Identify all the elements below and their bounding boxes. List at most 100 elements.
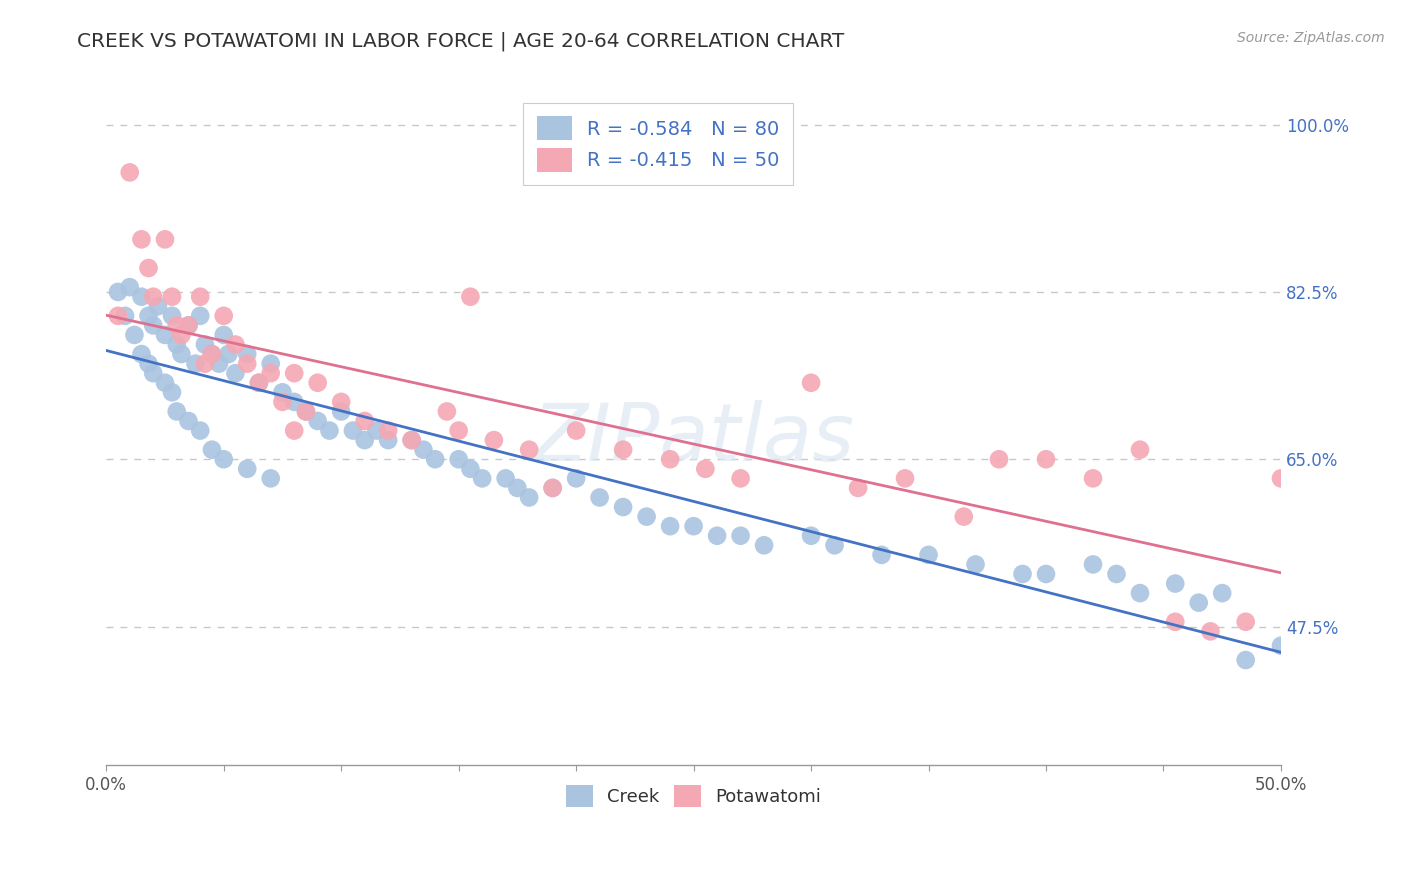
Point bbox=[166, 318, 188, 333]
Point bbox=[447, 424, 470, 438]
Point bbox=[342, 424, 364, 438]
Point bbox=[541, 481, 564, 495]
Point bbox=[194, 357, 217, 371]
Point bbox=[1188, 596, 1211, 610]
Point bbox=[1164, 576, 1187, 591]
Point bbox=[1105, 566, 1128, 581]
Point bbox=[201, 347, 224, 361]
Point bbox=[1234, 653, 1257, 667]
Point bbox=[283, 424, 305, 438]
Point bbox=[565, 424, 588, 438]
Point bbox=[495, 471, 517, 485]
Point bbox=[236, 462, 259, 476]
Point bbox=[283, 395, 305, 409]
Point bbox=[170, 328, 193, 343]
Point bbox=[247, 376, 270, 390]
Point bbox=[142, 290, 165, 304]
Point bbox=[131, 347, 153, 361]
Text: ZIPatlas: ZIPatlas bbox=[533, 401, 855, 478]
Point bbox=[318, 424, 340, 438]
Point bbox=[752, 538, 775, 552]
Point bbox=[824, 538, 846, 552]
Point bbox=[224, 366, 246, 380]
Point bbox=[517, 442, 540, 457]
Point bbox=[283, 366, 305, 380]
Point bbox=[271, 395, 294, 409]
Point bbox=[307, 376, 329, 390]
Point bbox=[800, 529, 823, 543]
Point bbox=[377, 433, 399, 447]
Point bbox=[541, 481, 564, 495]
Point bbox=[612, 442, 634, 457]
Point bbox=[377, 424, 399, 438]
Point bbox=[138, 260, 160, 275]
Point bbox=[1129, 586, 1152, 600]
Point bbox=[366, 424, 388, 438]
Point bbox=[271, 385, 294, 400]
Point bbox=[160, 309, 183, 323]
Legend: Creek, Potawatomi: Creek, Potawatomi bbox=[558, 778, 828, 814]
Point bbox=[1035, 452, 1057, 467]
Point bbox=[730, 471, 752, 485]
Point bbox=[353, 433, 375, 447]
Point bbox=[131, 232, 153, 246]
Point bbox=[706, 529, 728, 543]
Point bbox=[682, 519, 704, 533]
Point bbox=[517, 491, 540, 505]
Point bbox=[330, 395, 353, 409]
Point bbox=[153, 232, 176, 246]
Point bbox=[565, 471, 588, 485]
Point bbox=[307, 414, 329, 428]
Point bbox=[965, 558, 987, 572]
Point bbox=[460, 290, 482, 304]
Point bbox=[636, 509, 658, 524]
Point bbox=[330, 404, 353, 418]
Point bbox=[160, 385, 183, 400]
Point bbox=[201, 347, 224, 361]
Point bbox=[114, 309, 136, 323]
Point bbox=[212, 452, 235, 467]
Point bbox=[177, 318, 200, 333]
Point bbox=[295, 404, 318, 418]
Point bbox=[659, 519, 682, 533]
Point bbox=[166, 337, 188, 351]
Text: CREEK VS POTAWATOMI IN LABOR FORCE | AGE 20-64 CORRELATION CHART: CREEK VS POTAWATOMI IN LABOR FORCE | AGE… bbox=[77, 31, 845, 51]
Point bbox=[146, 299, 169, 313]
Point bbox=[412, 442, 434, 457]
Point bbox=[1270, 471, 1292, 485]
Point bbox=[138, 357, 160, 371]
Point bbox=[482, 433, 505, 447]
Point bbox=[425, 452, 447, 467]
Point bbox=[184, 357, 207, 371]
Point bbox=[260, 357, 283, 371]
Point bbox=[295, 404, 318, 418]
Point bbox=[153, 376, 176, 390]
Point bbox=[260, 366, 283, 380]
Point bbox=[142, 366, 165, 380]
Point bbox=[471, 471, 494, 485]
Point bbox=[188, 309, 211, 323]
Point bbox=[460, 462, 482, 476]
Point bbox=[177, 414, 200, 428]
Point bbox=[170, 347, 193, 361]
Point bbox=[401, 433, 423, 447]
Point bbox=[212, 328, 235, 343]
Point bbox=[917, 548, 939, 562]
Point bbox=[236, 357, 259, 371]
Point bbox=[401, 433, 423, 447]
Point bbox=[247, 376, 270, 390]
Point bbox=[1211, 586, 1233, 600]
Point bbox=[612, 500, 634, 514]
Point bbox=[870, 548, 893, 562]
Point bbox=[800, 376, 823, 390]
Point bbox=[107, 285, 129, 299]
Point bbox=[188, 290, 211, 304]
Point bbox=[695, 462, 717, 476]
Point bbox=[107, 309, 129, 323]
Point bbox=[131, 290, 153, 304]
Point bbox=[236, 347, 259, 361]
Point bbox=[988, 452, 1011, 467]
Point bbox=[353, 414, 375, 428]
Point bbox=[1270, 639, 1292, 653]
Point bbox=[194, 337, 217, 351]
